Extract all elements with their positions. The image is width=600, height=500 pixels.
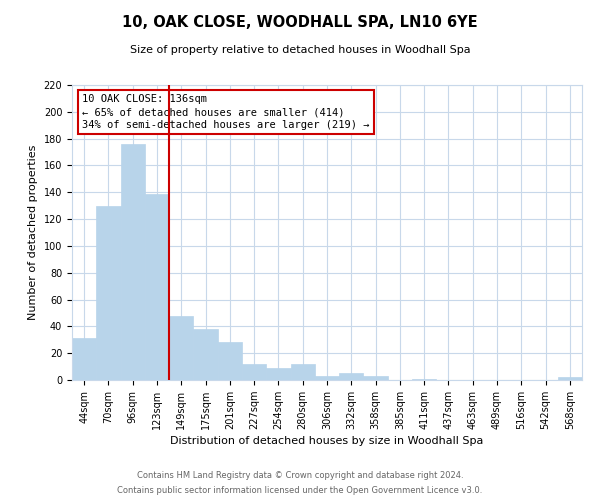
- Bar: [169, 316, 193, 380]
- Bar: [121, 144, 145, 380]
- Text: 10, OAK CLOSE, WOODHALL SPA, LN10 6YE: 10, OAK CLOSE, WOODHALL SPA, LN10 6YE: [122, 15, 478, 30]
- Bar: [364, 376, 388, 380]
- Bar: [145, 194, 169, 380]
- Bar: [72, 338, 96, 380]
- Text: 10 OAK CLOSE: 136sqm
← 65% of detached houses are smaller (414)
34% of semi-deta: 10 OAK CLOSE: 136sqm ← 65% of detached h…: [82, 94, 370, 130]
- Bar: [193, 329, 218, 380]
- Bar: [290, 364, 315, 380]
- Text: Contains HM Land Registry data © Crown copyright and database right 2024.: Contains HM Land Registry data © Crown c…: [137, 471, 463, 480]
- X-axis label: Distribution of detached houses by size in Woodhall Spa: Distribution of detached houses by size …: [170, 436, 484, 446]
- Text: Size of property relative to detached houses in Woodhall Spa: Size of property relative to detached ho…: [130, 45, 470, 55]
- Bar: [96, 206, 121, 380]
- Bar: [266, 368, 290, 380]
- Y-axis label: Number of detached properties: Number of detached properties: [28, 145, 38, 320]
- Bar: [339, 374, 364, 380]
- Bar: [242, 364, 266, 380]
- Bar: [412, 378, 436, 380]
- Text: Contains public sector information licensed under the Open Government Licence v3: Contains public sector information licen…: [118, 486, 482, 495]
- Bar: [315, 376, 339, 380]
- Bar: [218, 342, 242, 380]
- Bar: [558, 378, 582, 380]
